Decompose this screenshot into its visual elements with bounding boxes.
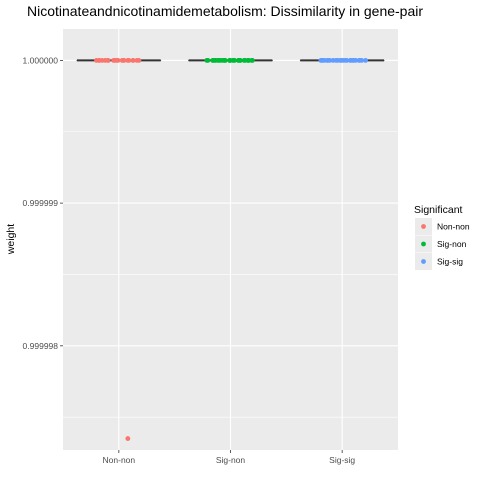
data-point (250, 57, 255, 63)
legend-swatch (421, 224, 426, 229)
data-point (237, 57, 243, 63)
data-point (130, 57, 136, 63)
legend-label: Sig-non (437, 239, 467, 249)
data-point (353, 57, 359, 63)
y-tick-label: 0.999998 (23, 341, 59, 351)
x-tick-label: Non-non (103, 455, 136, 465)
legend-swatch (421, 259, 426, 264)
data-point (327, 57, 333, 63)
data-point (359, 57, 365, 63)
data-point (121, 57, 127, 63)
y-axis: 0.999998 0.999999 1.000000 (23, 55, 63, 351)
data-point (232, 57, 237, 63)
jitter-points (94, 57, 368, 441)
data-point (344, 57, 350, 63)
data-point (126, 57, 132, 63)
x-tick-label: Sig-non (216, 455, 246, 465)
legend-swatch (421, 241, 426, 247)
chart-title: Nicotinateandnicotinamidemetabolism: Dis… (27, 3, 423, 19)
y-tick-label: 1.000000 (23, 55, 59, 65)
legend-title: Significant (414, 204, 463, 216)
x-tick-label: Sig-sig (329, 455, 355, 465)
legend-label: Sig-sig (437, 257, 463, 267)
data-point (136, 57, 142, 63)
x-axis: Non-non Sig-non Sig-sig (103, 450, 355, 465)
legend: Significant Non-non Sig-non Sig-sig (414, 204, 470, 270)
data-point (105, 57, 111, 63)
data-point (363, 57, 368, 63)
data-point (115, 57, 121, 63)
data-point (222, 57, 228, 63)
legend-label: Non-non (437, 222, 470, 232)
data-point (205, 57, 211, 63)
y-axis-label: weight (5, 224, 17, 255)
data-point (125, 436, 131, 441)
y-tick-label: 0.999999 (23, 198, 59, 208)
data-point (241, 57, 247, 63)
